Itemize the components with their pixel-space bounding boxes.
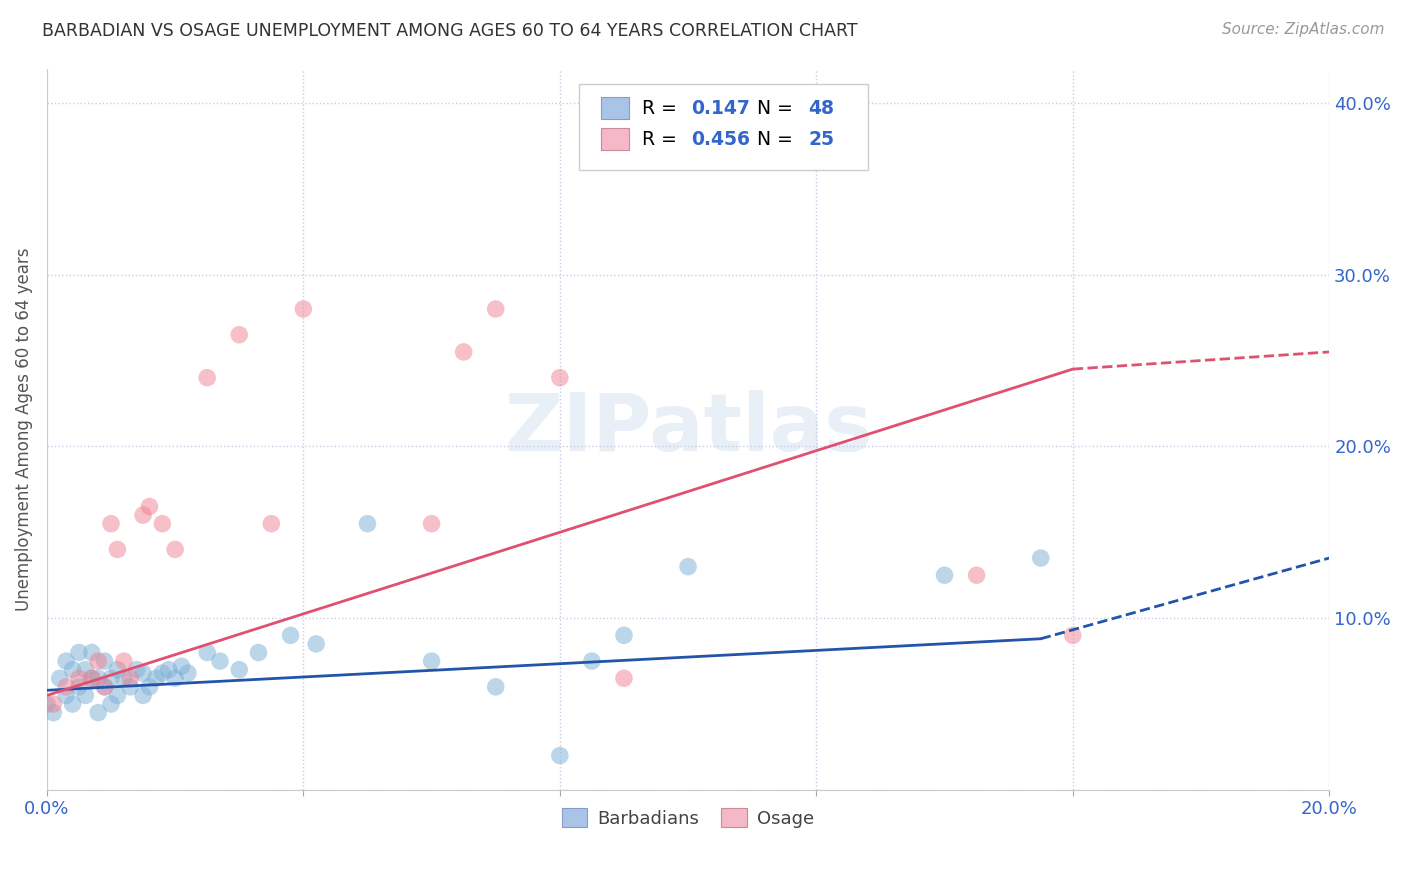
Text: 0.147: 0.147 [690,99,749,118]
Point [120,680,142,694]
Point [485,680,508,694]
Bar [600,128,628,150]
Point [67,680,90,694]
Point [132,666,155,681]
Point [80,671,103,685]
Point [292,301,315,316]
Point [100,671,122,685]
Point [305,637,328,651]
Point [80,646,103,660]
Text: ZIPatlas: ZIPatlas [503,390,872,468]
Text: N =: N = [758,99,799,118]
Point [42,706,65,720]
Text: R =: R = [643,99,683,118]
Point [170,659,193,673]
Point [247,646,270,660]
Point [1062,628,1084,642]
Point [581,654,603,668]
Point [613,628,636,642]
Point [228,663,250,677]
Bar [600,97,628,119]
Point [93,680,115,694]
Point [195,370,218,384]
Text: Source: ZipAtlas.com: Source: ZipAtlas.com [1222,22,1385,37]
Point [177,666,200,681]
Point [87,671,110,685]
Point [280,628,302,642]
Point [145,671,167,685]
Point [356,516,378,531]
Point [966,568,988,582]
Point [1029,551,1052,566]
Point [120,671,142,685]
Point [453,345,475,359]
Point [676,559,699,574]
Point [208,654,231,668]
Point [613,671,636,685]
Point [107,689,129,703]
Point [35,697,58,711]
Point [150,666,173,681]
Point [132,689,155,703]
Point [228,327,250,342]
Point [80,671,103,685]
Point [107,542,129,557]
Point [62,697,84,711]
Point [112,671,135,685]
FancyBboxPatch shape [579,85,868,169]
Point [485,301,508,316]
Point [93,680,115,694]
Text: 25: 25 [808,129,835,149]
Point [87,706,110,720]
Text: N =: N = [758,129,799,149]
Point [157,663,180,677]
Point [548,370,571,384]
Text: R =: R = [643,129,683,149]
Point [107,663,129,677]
Point [75,663,97,677]
Point [67,646,90,660]
Point [165,671,187,685]
Point [150,516,173,531]
Text: 0.456: 0.456 [690,129,749,149]
Text: BARBADIAN VS OSAGE UNEMPLOYMENT AMONG AGES 60 TO 64 YEARS CORRELATION CHART: BARBADIAN VS OSAGE UNEMPLOYMENT AMONG AG… [42,22,858,40]
Point [100,697,122,711]
Y-axis label: Unemployment Among Ages 60 to 64 years: Unemployment Among Ages 60 to 64 years [15,247,32,611]
Point [260,516,283,531]
Point [195,646,218,660]
Point [112,654,135,668]
Point [93,654,115,668]
Point [165,542,187,557]
Point [934,568,956,582]
Point [132,508,155,522]
Point [87,654,110,668]
Point [548,748,571,763]
Point [125,663,148,677]
Point [55,689,77,703]
Point [100,516,122,531]
Point [138,500,160,514]
Text: 48: 48 [808,99,835,118]
Point [55,680,77,694]
Point [138,680,160,694]
Legend: Barbadians, Osage: Barbadians, Osage [554,801,821,835]
Point [48,671,70,685]
Point [55,654,77,668]
Point [420,516,443,531]
Point [75,689,97,703]
Point [420,654,443,668]
Point [42,697,65,711]
Point [67,671,90,685]
Point [62,663,84,677]
